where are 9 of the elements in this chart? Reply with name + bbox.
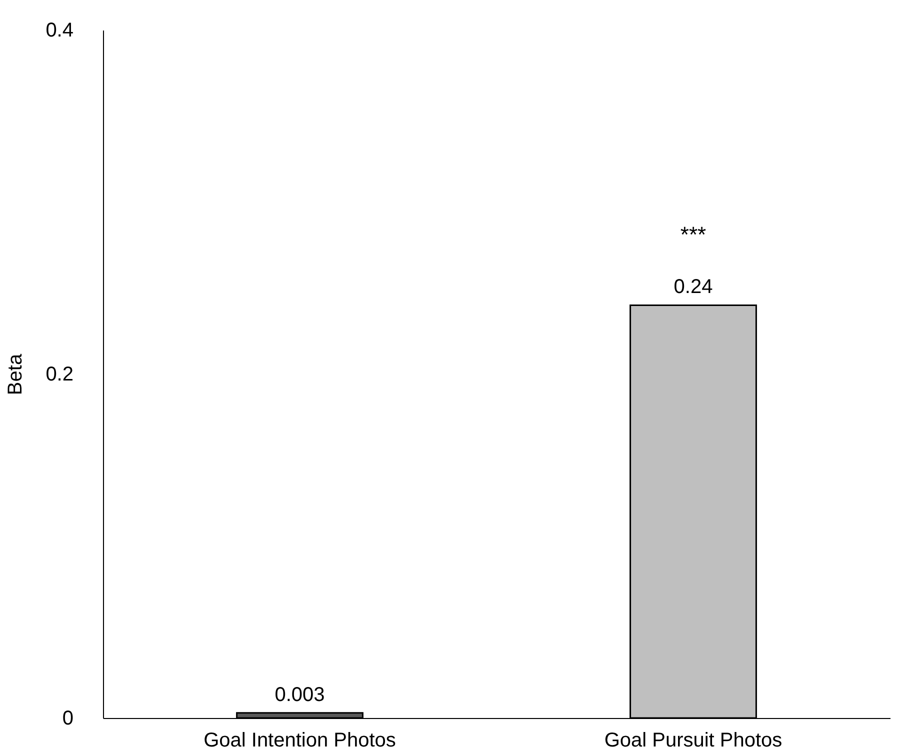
x-tick-label: Goal Intention Photos [204, 730, 396, 752]
y-tick-label: 0.4 [46, 20, 74, 42]
y-tick-label: 0.2 [46, 364, 74, 386]
x-tick-label: Goal Pursuit Photos [604, 730, 782, 752]
y-axis-title: Beta [4, 353, 27, 396]
annotation: *** [680, 222, 707, 248]
y-tick-label: 0 [62, 708, 74, 730]
data-label: 0.24 [674, 276, 713, 298]
data-label: 0.003 [274, 684, 325, 706]
